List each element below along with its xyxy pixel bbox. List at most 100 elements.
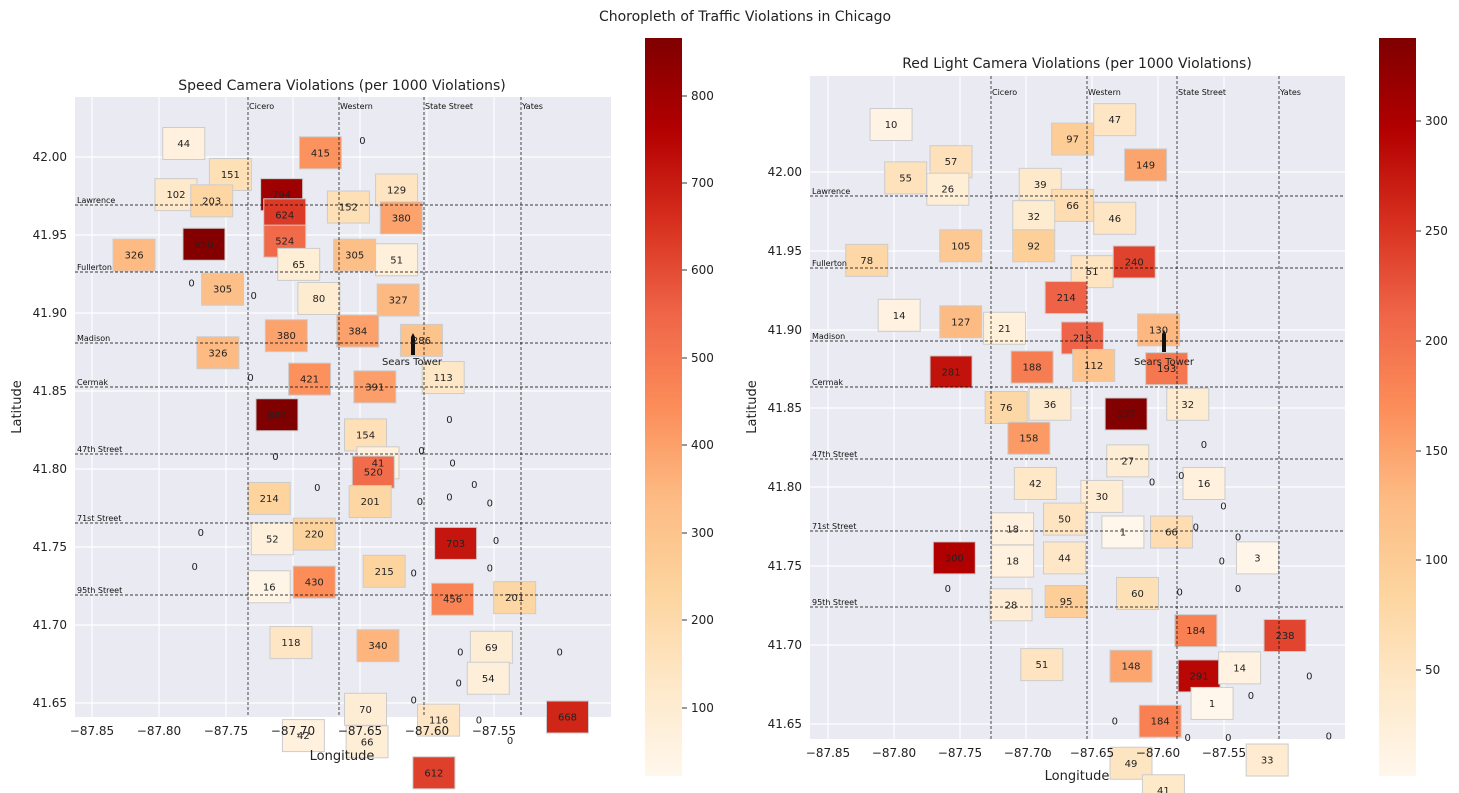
district-region bbox=[250, 522, 294, 556]
region-value-label: 0 bbox=[446, 415, 452, 426]
district-region bbox=[247, 481, 291, 515]
street-label-horizontal: Lawrence bbox=[77, 196, 115, 205]
district-region bbox=[1190, 686, 1234, 720]
region-value-label: 305 bbox=[345, 251, 364, 262]
district-region bbox=[1044, 281, 1088, 315]
district-region bbox=[348, 485, 392, 519]
region-value-label: 384 bbox=[348, 327, 367, 338]
street-label-vertical: Western bbox=[1088, 88, 1121, 97]
y-tick-label: 41.90 bbox=[768, 323, 802, 337]
region-value-label: 95 bbox=[1060, 597, 1073, 608]
street-label-horizontal: Fullerton bbox=[812, 259, 847, 268]
region-value-label: 65 bbox=[292, 260, 305, 271]
region-value-label: 193 bbox=[1157, 364, 1176, 375]
region-value-label: 0 bbox=[1235, 532, 1241, 543]
y-tick-label: 41.65 bbox=[33, 696, 67, 710]
colorbar-tick-label: 700 bbox=[691, 176, 714, 190]
district-region bbox=[1166, 387, 1210, 421]
region-value-label: 78 bbox=[860, 256, 873, 267]
district-region bbox=[1012, 229, 1056, 263]
district-region bbox=[376, 283, 420, 317]
speed-camera-panel: Speed Camera Violations (per 1000 Violat… bbox=[10, 38, 714, 790]
y-tick-label: 41.75 bbox=[33, 540, 67, 554]
redlight-colorbar bbox=[1379, 38, 1416, 776]
region-value-label: 0 bbox=[188, 279, 194, 290]
colorbar-tick-label: 800 bbox=[691, 89, 714, 103]
region-value-label: 415 bbox=[311, 148, 330, 159]
district-region bbox=[336, 314, 380, 348]
region-value-label: 300 bbox=[945, 553, 964, 564]
region-value-label: 14 bbox=[1233, 663, 1246, 674]
region-value-label: 102 bbox=[166, 190, 185, 201]
region-value-label: 70 bbox=[359, 705, 372, 716]
street-label-vertical: Cicero bbox=[992, 88, 1017, 97]
region-value-label: 30 bbox=[1095, 492, 1108, 503]
region-value-label: 0 bbox=[446, 492, 452, 503]
region-value-label: 0 bbox=[250, 291, 256, 302]
region-value-label: 456 bbox=[443, 595, 462, 606]
y-tick-label: 41.95 bbox=[33, 228, 67, 242]
district-region bbox=[421, 361, 465, 395]
district-region bbox=[379, 201, 423, 235]
district-region bbox=[417, 703, 461, 737]
district-region bbox=[1010, 350, 1054, 384]
district-region bbox=[345, 725, 389, 759]
region-value-label: 60 bbox=[1131, 589, 1144, 600]
region-value-label: 32 bbox=[1027, 212, 1040, 223]
district-region bbox=[326, 190, 370, 224]
region-value-label: 10 bbox=[885, 120, 898, 131]
speed-choropleth-map bbox=[112, 127, 589, 790]
region-value-label: 0 bbox=[1220, 502, 1226, 513]
region-value-label: 42 bbox=[1029, 479, 1042, 490]
region-value-label: 32 bbox=[1181, 400, 1194, 411]
region-value-label: 281 bbox=[941, 367, 960, 378]
street-label-horizontal: Lawrence bbox=[812, 187, 850, 196]
region-value-label: 380 bbox=[392, 213, 411, 224]
district-region bbox=[399, 323, 443, 357]
district-region bbox=[297, 282, 341, 315]
region-value-label: 0 bbox=[198, 528, 204, 539]
region-value-label: 0 bbox=[1178, 471, 1184, 482]
district-region bbox=[201, 272, 245, 306]
district-region bbox=[264, 319, 308, 353]
street-label-horizontal: 71st Street bbox=[812, 522, 856, 531]
region-value-label: 327 bbox=[389, 296, 408, 307]
tower-icon bbox=[411, 333, 415, 355]
region-value-label: 220 bbox=[305, 530, 324, 541]
region-value-label: 703 bbox=[446, 539, 465, 550]
district-region bbox=[1043, 502, 1087, 536]
region-value-label: 201 bbox=[361, 497, 380, 508]
region-value-label: 794 bbox=[272, 190, 291, 201]
district-region bbox=[1013, 467, 1057, 501]
district-region bbox=[926, 172, 970, 206]
district-region bbox=[991, 544, 1035, 578]
region-value-label: 27 bbox=[1121, 456, 1134, 467]
region-value-label: 430 bbox=[305, 578, 324, 589]
region-value-label: 520 bbox=[364, 468, 383, 479]
street-label-vertical: Yates bbox=[1279, 88, 1301, 97]
district-region bbox=[1137, 313, 1181, 347]
y-tick-label: 41.70 bbox=[33, 618, 67, 632]
district-region bbox=[1044, 585, 1088, 619]
district-region bbox=[277, 247, 321, 281]
district-region bbox=[1080, 479, 1124, 513]
landmark-label: Sears Tower bbox=[382, 357, 443, 368]
district-region bbox=[1174, 614, 1218, 648]
redlight-street-lines: Cicero Western State Street Yates Lawrence Fu… bbox=[810, 76, 1345, 739]
street-label-vertical: State Street bbox=[1178, 88, 1226, 97]
district-region bbox=[1012, 200, 1056, 234]
region-value-label: 0 bbox=[1219, 557, 1225, 568]
district-region bbox=[939, 229, 983, 263]
region-value-label: 33 bbox=[1261, 756, 1274, 767]
region-value-label: 0 bbox=[272, 452, 278, 463]
region-value-label: 860 bbox=[267, 410, 286, 421]
region-value-label: 0 bbox=[1306, 671, 1312, 682]
district-region bbox=[434, 526, 478, 560]
district-region bbox=[1028, 387, 1072, 421]
street-label-vertical: Cicero bbox=[249, 102, 274, 111]
district-region bbox=[292, 517, 336, 551]
region-value-label: 0 bbox=[359, 136, 365, 147]
street-label-vertical: Western bbox=[340, 102, 373, 111]
region-value-label: 668 bbox=[558, 713, 577, 724]
region-value-label: 152 bbox=[339, 203, 358, 214]
